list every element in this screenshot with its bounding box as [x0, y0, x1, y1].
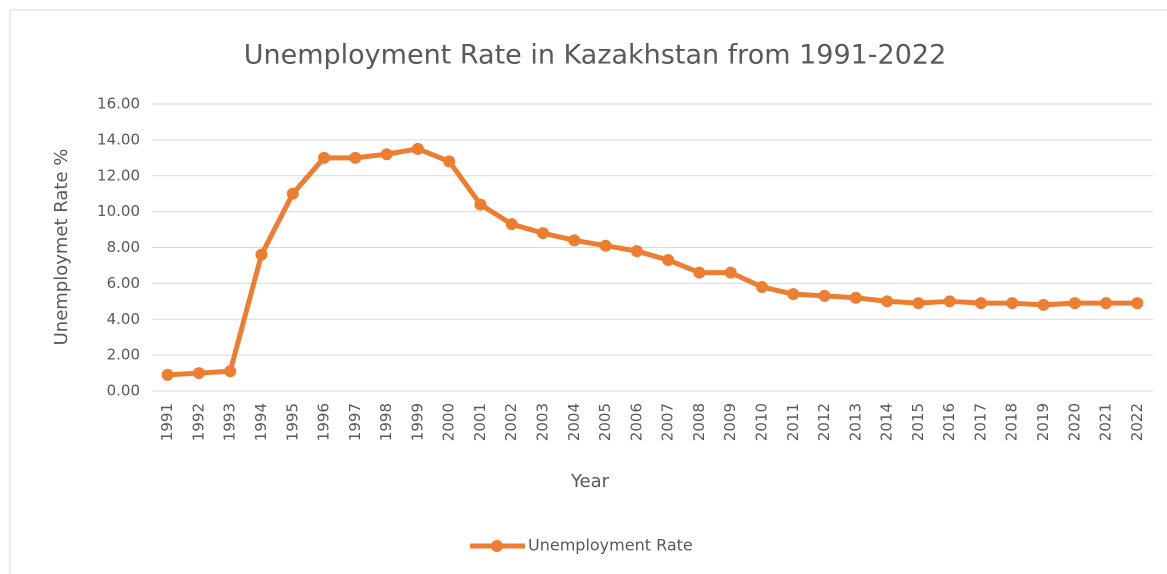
data-point — [1068, 297, 1081, 310]
data-point — [662, 254, 675, 267]
x-tick-label: 1995 — [283, 403, 301, 441]
x-tick-label: 2013 — [846, 403, 864, 441]
x-tick-label: 2022 — [1128, 403, 1146, 441]
y-tick-label: 16.00 — [97, 95, 140, 113]
x-tick-label: 2007 — [659, 403, 677, 441]
data-point — [505, 218, 518, 231]
x-tick-label: 1992 — [189, 403, 207, 441]
x-tick-label: 2018 — [1003, 403, 1021, 441]
legend-marker — [491, 540, 503, 552]
y-tick-label: 12.00 — [97, 166, 140, 184]
x-tick-label: 2015 — [909, 403, 927, 441]
x-tick-label: 2009 — [721, 403, 739, 441]
data-point — [1006, 297, 1019, 310]
data-point — [380, 148, 393, 161]
x-tick-label: 2008 — [690, 403, 708, 441]
data-point — [161, 368, 174, 381]
data-point — [787, 288, 800, 301]
data-point — [1131, 297, 1144, 310]
data-point — [192, 367, 205, 380]
x-tick-label: 2005 — [596, 403, 614, 441]
data-point — [318, 151, 331, 164]
data-point — [443, 155, 456, 168]
data-point — [974, 297, 987, 310]
x-tick-label: 2011 — [784, 403, 802, 441]
x-tick-label: 2012 — [815, 403, 833, 441]
x-tick-label: 2021 — [1097, 403, 1115, 441]
data-point — [255, 248, 268, 261]
data-point — [881, 295, 894, 308]
x-tick-label: 2006 — [627, 403, 645, 441]
x-tick-label: 2000 — [440, 403, 458, 441]
y-tick-label: 8.00 — [107, 238, 140, 256]
x-tick-label: 1993 — [221, 403, 239, 441]
data-point — [286, 187, 299, 200]
y-tick-label: 2.00 — [107, 346, 140, 364]
x-tick-label: 2010 — [752, 403, 770, 441]
chart-title: Unemployment Rate in Kazakhstan from 199… — [244, 40, 947, 71]
y-tick-label: 0.00 — [107, 382, 140, 400]
x-tick-label: 2016 — [940, 403, 958, 441]
data-point — [912, 297, 925, 310]
data-point — [693, 266, 706, 279]
x-tick-label: 2004 — [565, 403, 583, 441]
data-point — [1037, 298, 1050, 311]
data-point — [599, 239, 612, 252]
data-point — [849, 291, 862, 304]
x-tick-label: 2019 — [1034, 403, 1052, 441]
data-point — [630, 245, 643, 258]
data-point — [818, 289, 831, 302]
data-point — [724, 266, 737, 279]
y-tick-label: 14.00 — [97, 130, 140, 148]
x-axis-title: Year — [570, 471, 610, 492]
y-axis-title: Unemploymet Rate % — [51, 149, 72, 346]
data-point — [537, 227, 550, 240]
x-tick-label: 2003 — [534, 403, 552, 441]
x-tick-label: 1991 — [158, 403, 176, 441]
x-tick-label: 2017 — [971, 403, 989, 441]
y-tick-label: 10.00 — [97, 202, 140, 220]
x-tick-label: 1997 — [346, 403, 364, 441]
x-tick-label: 2020 — [1065, 403, 1083, 441]
data-point — [755, 280, 768, 293]
data-point — [224, 365, 237, 378]
data-point — [568, 234, 581, 247]
legend-label: Unemployment Rate — [528, 536, 693, 555]
y-tick-label: 6.00 — [107, 274, 140, 292]
data-point — [349, 151, 362, 164]
y-tick-label: 4.00 — [107, 310, 140, 328]
data-point — [943, 295, 956, 308]
x-tick-label: 1996 — [315, 403, 333, 441]
x-tick-label: 1994 — [252, 403, 270, 441]
x-tick-label: 1999 — [408, 403, 426, 441]
data-point — [1100, 297, 1113, 310]
x-tick-label: 2014 — [878, 403, 896, 441]
x-tick-label: 1998 — [377, 403, 395, 441]
data-point — [411, 142, 424, 155]
data-point — [474, 198, 487, 211]
x-tick-label: 2001 — [471, 403, 489, 441]
x-tick-label: 2002 — [502, 403, 520, 441]
